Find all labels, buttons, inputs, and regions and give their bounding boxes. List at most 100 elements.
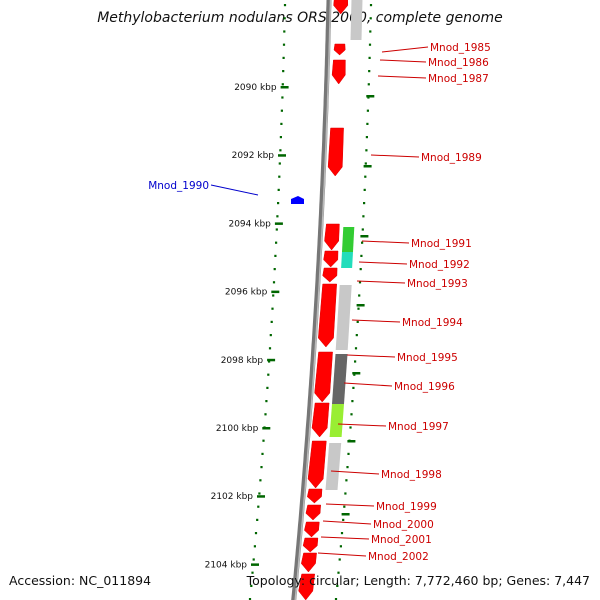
label-leader-line	[361, 240, 410, 244]
genome-title: Methylobacterium nodulans ORS 2060, comp…	[97, 10, 503, 26]
track-dot	[275, 228, 278, 231]
label-leader-line	[325, 503, 375, 507]
gene-label: Mnod_2001	[371, 534, 432, 546]
track-dot	[251, 571, 254, 574]
gene-arrow	[307, 488, 323, 504]
gene-label: Mnod_1991	[411, 238, 472, 250]
gene-label: Mnod_1987	[428, 73, 489, 85]
track-dot	[368, 70, 371, 73]
track-dot	[339, 545, 342, 548]
gene-label: Mnod_1992	[409, 259, 470, 271]
gene-label: Mnod_1994	[402, 317, 463, 329]
gene-label: Mnod_1986	[428, 57, 489, 69]
gene-label: Mnod_2000	[373, 519, 434, 531]
gene-arrow	[302, 537, 319, 553]
backbone-highlight	[294, 0, 332, 600]
gene-label: Mnod_1985	[430, 42, 491, 54]
track-dot	[283, 4, 287, 7]
track-dot	[361, 228, 364, 231]
scale-tick-mark	[271, 290, 280, 294]
track-dot	[367, 83, 370, 86]
track-dot	[273, 268, 276, 271]
track-dot	[369, 30, 372, 33]
track-dot	[272, 294, 275, 297]
track-dot	[344, 492, 347, 495]
track-dot	[363, 202, 366, 205]
track-dot	[334, 598, 338, 600]
outer-track-dash	[363, 165, 372, 168]
gene-arrow	[322, 267, 338, 283]
inner-dot-track	[248, 4, 287, 600]
track-dot	[358, 294, 361, 297]
track-dot	[358, 281, 362, 284]
track-dot	[269, 334, 272, 337]
outer-track-dash	[341, 513, 350, 516]
backbone-line	[291, 0, 332, 600]
scale-tick-label: 2100 kbp	[216, 424, 259, 434]
track-dot	[281, 96, 284, 99]
track-dot	[361, 241, 364, 244]
label-leader-line	[343, 382, 393, 387]
accession-text: Accession: NC_011894	[9, 573, 152, 588]
track-dot	[279, 136, 282, 139]
label-leader-line	[320, 536, 370, 540]
label-leader-line	[317, 552, 367, 557]
label-leader-line	[322, 520, 372, 525]
track-dot	[349, 426, 352, 429]
scale-tick-mark	[262, 427, 271, 430]
track-dot	[277, 188, 280, 191]
track-dot	[259, 479, 262, 482]
track-dot	[366, 109, 369, 112]
track-dot	[258, 492, 261, 495]
scale-tick-label: 2102 kbp	[211, 492, 254, 502]
scale-tick-mark	[267, 358, 276, 362]
track-dot	[359, 268, 362, 271]
track-dot	[336, 584, 339, 587]
track-dot	[282, 43, 286, 46]
gene-arrow	[327, 127, 344, 177]
track-dot	[270, 320, 273, 323]
track-dot	[337, 571, 340, 574]
track-dot	[268, 360, 271, 363]
track-dot	[275, 241, 278, 244]
label-leader-line	[337, 423, 387, 427]
gene-arrow	[301, 552, 317, 573]
track-dot	[353, 373, 356, 376]
outer-track-dash	[366, 95, 375, 98]
outer-track-dash	[347, 440, 356, 443]
track-dot	[271, 307, 274, 310]
track-dot	[253, 545, 256, 548]
track-dot	[369, 17, 372, 20]
topology-text: Topology: circular; Length: 7,772,460 bp…	[246, 573, 590, 588]
track-dot	[261, 452, 264, 455]
track-dot	[276, 215, 279, 218]
gene-arrow	[311, 402, 330, 438]
track-dot	[274, 254, 277, 257]
gene-label: Mnod_1998	[381, 469, 442, 481]
gene-label: Mnod_1989	[421, 152, 482, 164]
label-leader-line	[381, 46, 429, 53]
track-dot	[280, 122, 283, 125]
outer-track-dash	[360, 235, 369, 238]
gene-arrow	[298, 573, 315, 600]
track-dot	[267, 373, 270, 376]
cog-segment-cyan	[341, 252, 353, 268]
scale-tick-mark	[257, 495, 265, 498]
scale-tick-label: 2090 kbp	[234, 83, 277, 93]
gene-label: Mnod_1993	[407, 278, 468, 290]
label-leader-line	[210, 184, 259, 196]
gene-label: Mnod_1999	[376, 501, 437, 513]
track-dot	[277, 202, 280, 205]
gene-arrow	[324, 223, 340, 251]
gene-label: Mnod_1997	[388, 421, 449, 433]
track-dot	[362, 215, 365, 218]
track-dot	[272, 281, 276, 284]
track-dot	[264, 413, 267, 416]
scale-tick-mark	[280, 86, 289, 89]
track-dot	[278, 175, 281, 178]
track-dot	[352, 386, 355, 389]
track-dot	[262, 439, 265, 442]
scale-tick-label: 2104 kbp	[205, 560, 248, 570]
